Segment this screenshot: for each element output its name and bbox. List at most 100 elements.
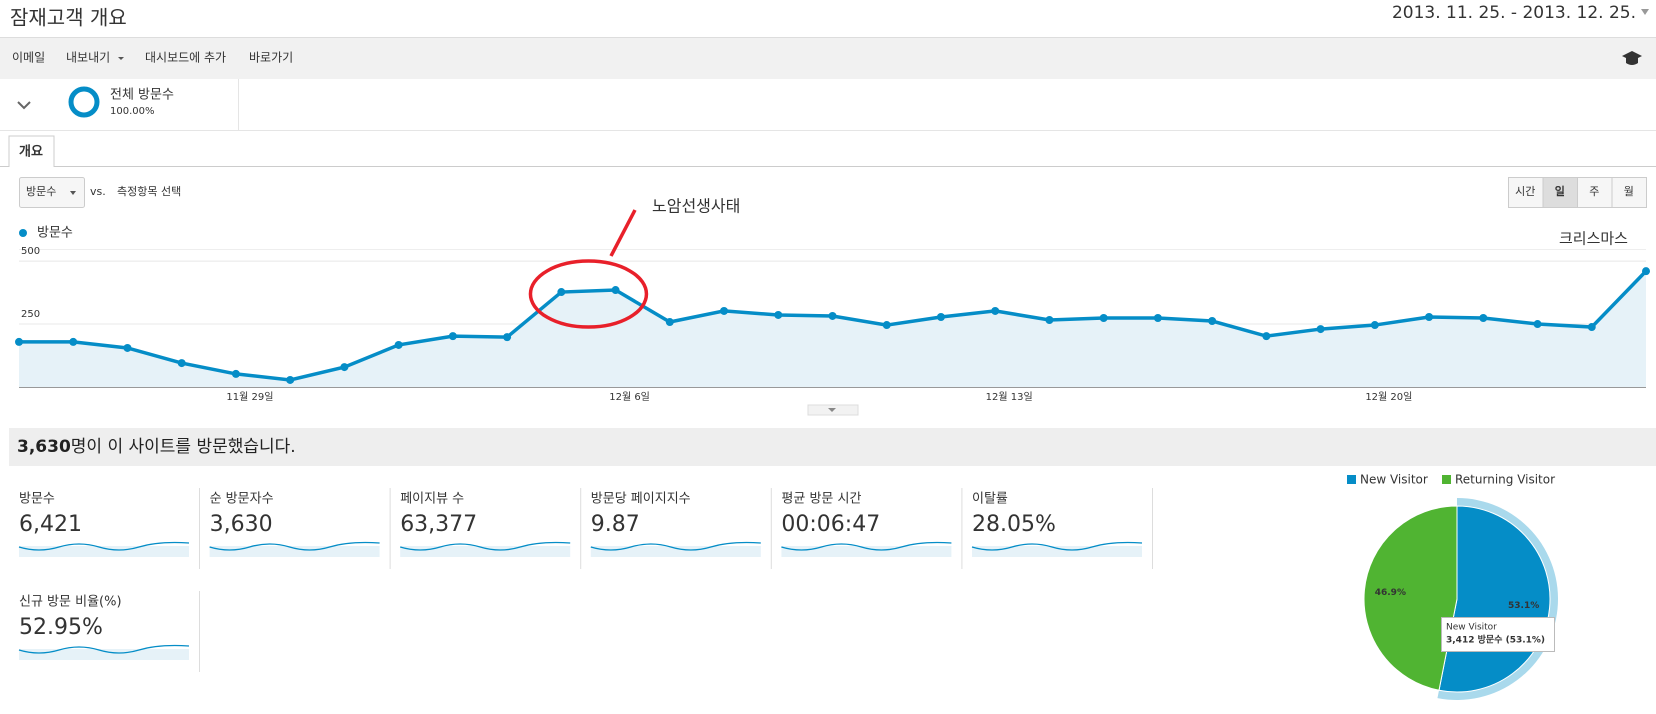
metric-label: 신규 방문 비율(%) xyxy=(19,595,122,610)
point[interactable] xyxy=(1262,332,1271,341)
granularity-label[interactable]: 주 xyxy=(1589,185,1599,198)
metric-value: 9.87 xyxy=(591,512,640,537)
tooltip-title: New Visitor xyxy=(1446,623,1497,633)
toolbar-item[interactable]: 내보내기 xyxy=(66,51,110,65)
point[interactable] xyxy=(720,306,729,315)
toolbar-bg xyxy=(0,38,1656,79)
point[interactable] xyxy=(286,375,295,384)
x-tick-label: 12월 20일 xyxy=(1365,391,1412,403)
y-tick-label: 500 xyxy=(21,246,40,257)
select-metric-link[interactable]: 측정항목 선택 xyxy=(117,185,181,198)
point[interactable] xyxy=(231,369,240,378)
legend-dot xyxy=(19,229,27,237)
point[interactable] xyxy=(1045,316,1054,325)
slice-label: 53.1% xyxy=(1508,601,1539,611)
sparkline-area xyxy=(19,546,189,557)
tooltip-text: 3,412 방문수 (53.1%) xyxy=(1446,634,1545,646)
point[interactable] xyxy=(882,321,891,330)
point[interactable] xyxy=(936,312,945,321)
help-icon[interactable] xyxy=(1622,51,1642,65)
legend-label: New Visitor xyxy=(1360,473,1428,487)
drawer-arrow[interactable] xyxy=(828,408,836,412)
area xyxy=(19,271,1646,387)
point[interactable] xyxy=(340,363,349,372)
point[interactable] xyxy=(394,340,403,349)
x-tick-label: 11월 29일 xyxy=(226,391,273,403)
point[interactable] xyxy=(1479,313,1488,322)
toolbar-item[interactable]: 이메일 xyxy=(12,51,45,65)
point[interactable] xyxy=(1587,323,1596,332)
granularity-label[interactable]: 월 xyxy=(1624,185,1634,198)
sparkline xyxy=(18,541,190,551)
summary: 3,630명이 이 사이트를 방문했습니다. xyxy=(17,437,296,457)
legend-swatch xyxy=(1442,475,1451,484)
metric-label: 순 방문자수 xyxy=(210,492,274,507)
tab-label[interactable]: 개요 xyxy=(19,145,43,160)
date-arrow[interactable] xyxy=(1641,9,1649,15)
sparkline-area xyxy=(209,546,380,557)
point[interactable] xyxy=(177,359,186,368)
date-range[interactable]: 2013. 11. 25. - 2013. 12. 25. xyxy=(1392,3,1636,23)
granularity-label[interactable]: 일 xyxy=(1555,184,1565,198)
granularity-button[interactable] xyxy=(1577,177,1613,208)
point[interactable] xyxy=(1425,312,1434,321)
metric-label: 페이지뷰 수 xyxy=(400,492,464,507)
metric-value: 63,377 xyxy=(400,512,477,537)
point[interactable] xyxy=(665,318,674,327)
point[interactable] xyxy=(1316,325,1325,334)
point[interactable] xyxy=(503,333,512,342)
point[interactable] xyxy=(15,337,23,346)
point[interactable] xyxy=(123,343,132,352)
collapse-arrow[interactable] xyxy=(17,101,31,110)
sparkline-area xyxy=(972,546,1142,557)
point[interactable] xyxy=(1099,313,1108,322)
point[interactable] xyxy=(448,332,457,341)
summary-bg xyxy=(9,428,1656,466)
metric-label: 이탈률 xyxy=(972,492,1008,507)
page-title: 잠재고객 개요 xyxy=(10,6,127,30)
granularity-button[interactable] xyxy=(1611,177,1647,208)
point[interactable] xyxy=(774,310,783,319)
sparkline-area xyxy=(19,649,189,660)
point[interactable] xyxy=(1153,313,1162,322)
dropdown-arrow[interactable] xyxy=(70,191,76,195)
metric-value: 3,630 xyxy=(210,512,273,537)
dropdown-arrow[interactable] xyxy=(118,57,124,60)
point[interactable] xyxy=(557,288,566,297)
sparkline xyxy=(781,541,952,551)
point[interactable] xyxy=(828,311,837,320)
summary-text: 명이 이 사이트를 방문했습니다. xyxy=(71,437,296,457)
point[interactable] xyxy=(69,337,78,346)
segment-icon xyxy=(68,86,100,118)
metric-label: 방문수 xyxy=(19,492,55,507)
metric-value: 6,421 xyxy=(19,512,82,537)
point[interactable] xyxy=(1208,317,1217,326)
point[interactable] xyxy=(991,306,1000,315)
x-tick-label: 12월 13일 xyxy=(986,391,1033,403)
sparkline-area xyxy=(781,546,952,557)
tab[interactable] xyxy=(8,135,55,167)
annotation-arrow xyxy=(609,209,637,257)
point[interactable] xyxy=(1370,321,1379,330)
point[interactable] xyxy=(1642,267,1650,276)
vs-label: vs. xyxy=(90,185,106,198)
legend-label: 방문수 xyxy=(37,226,73,241)
metric-label: 방문당 페이지지수 xyxy=(591,492,691,507)
point[interactable] xyxy=(611,286,620,295)
metric-dropdown-label[interactable]: 방문수 xyxy=(26,185,56,198)
toolbar-item[interactable]: 대시보드에 추가 xyxy=(145,51,226,65)
pie-slice[interactable] xyxy=(1363,505,1458,691)
tooltip-box xyxy=(1441,617,1555,652)
segment-percent: 100.00% xyxy=(110,106,155,117)
toolbar-item[interactable]: 바로가기 xyxy=(249,51,293,65)
y-tick-label: 250 xyxy=(21,309,40,320)
granularity-button[interactable] xyxy=(1508,177,1544,208)
granularity-label[interactable]: 시간 xyxy=(1515,185,1535,198)
sparkline xyxy=(971,541,1143,551)
point[interactable] xyxy=(1533,320,1542,329)
segment-name[interactable]: 전체 방문수 xyxy=(110,88,174,103)
legend-swatch xyxy=(1347,475,1356,484)
sparkline-area xyxy=(400,546,571,557)
metric-dropdown[interactable] xyxy=(19,177,85,208)
